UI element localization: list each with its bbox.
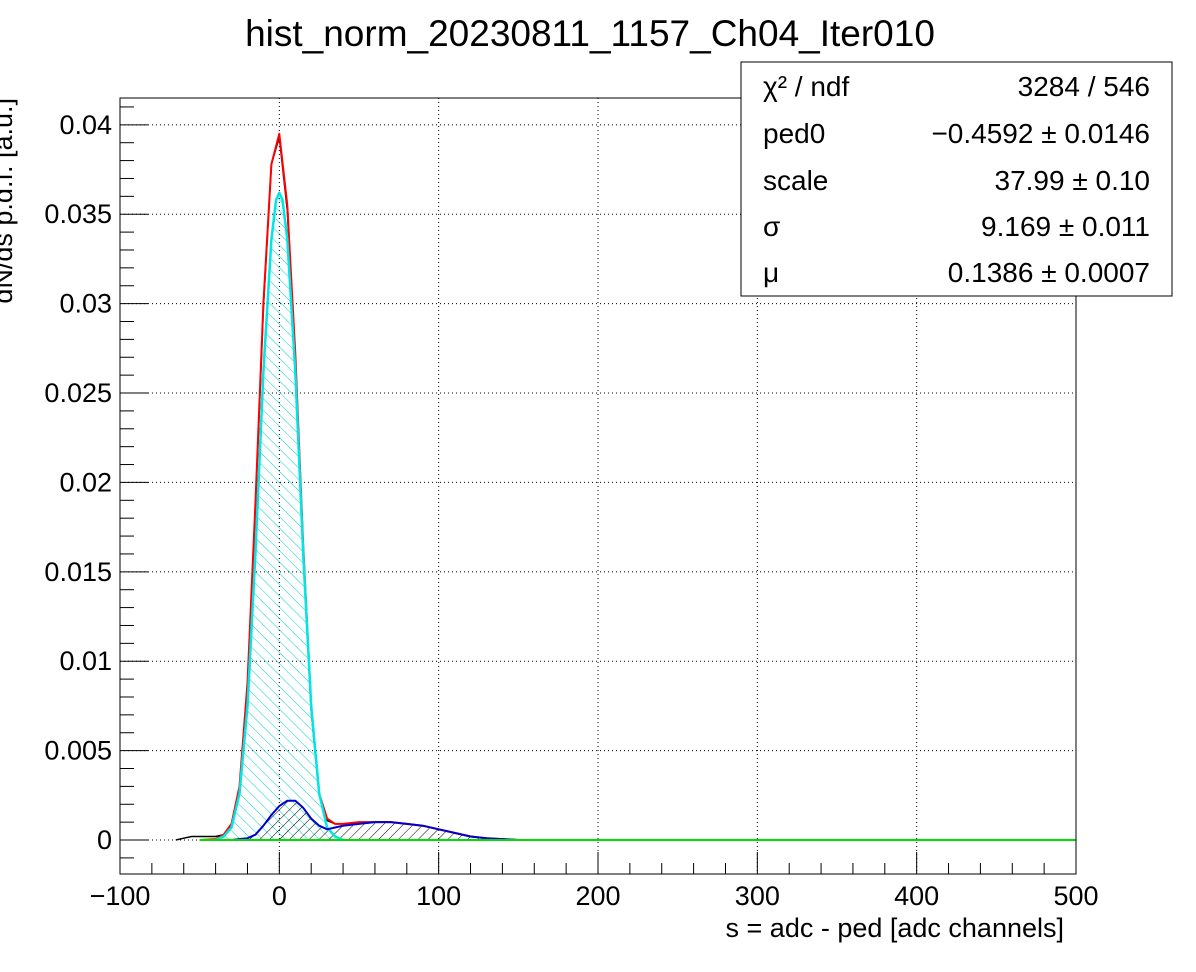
series-line-2 [215,191,344,842]
y-tick-label: 0.03 [59,289,112,319]
y-tick-label: 0.025 [44,378,112,408]
x-axis-label: s = adc - ped [adc channels] [726,913,1064,943]
stats-label: μ [763,257,779,288]
chart-title: hist_norm_20230811_1157_Ch04_Iter010 [245,13,935,54]
series-curves [175,132,1076,842]
series-line-0 [175,136,519,841]
y-tick-label: 0.005 [44,736,112,766]
y-tick-label: 0.035 [44,199,112,229]
stats-label: σ [763,211,780,242]
y-tick-labels: 0 0.005 0.01 0.015 0.02 0.025 0.03 0.035 0.04 [44,110,112,855]
x-tick-labels: −100 0 100 200 300 400 500 [90,881,1099,911]
x-tick-label: 400 [894,881,939,911]
y-tick-label: 0 [97,825,112,855]
x-tick-label: 200 [575,881,620,911]
y-tick-label: 0.01 [59,646,112,676]
axis-ticks [119,106,1077,874]
series-fill-3 [231,800,519,840]
y-tick-label: 0.04 [59,110,112,140]
stats-value: −0.4592 ± 0.0146 [931,118,1150,149]
x-tick-label: 500 [1053,881,1098,911]
x-tick-label: 100 [416,881,461,911]
stats-box: χ² / ndf 3284 / 546 ped0 −0.4592 ± 0.0146 sc… [740,61,1173,297]
y-tick-label: 0.015 [44,557,112,587]
x-tick-label: 0 [272,881,287,911]
stats-label: scale [763,165,828,196]
y-tick-label: 0.02 [59,467,112,497]
series-line-3 [231,799,519,841]
stats-label: χ² / ndf [763,71,850,102]
stats-label: ped0 [763,118,825,149]
stats-value: 37.99 ± 0.10 [995,165,1151,196]
stats-value: 0.1386 ± 0.0007 [948,257,1150,288]
x-tick-label: −100 [90,881,151,911]
y-axis-label: dN/ds p.d.f. [a.u.] [0,98,18,304]
stats-value: 9.169 ± 0.011 [981,211,1150,242]
series-fill-2 [215,192,344,841]
hatched-fills [215,192,519,841]
x-tick-label: 300 [735,881,780,911]
stats-value: 3284 / 546 [1018,71,1150,102]
